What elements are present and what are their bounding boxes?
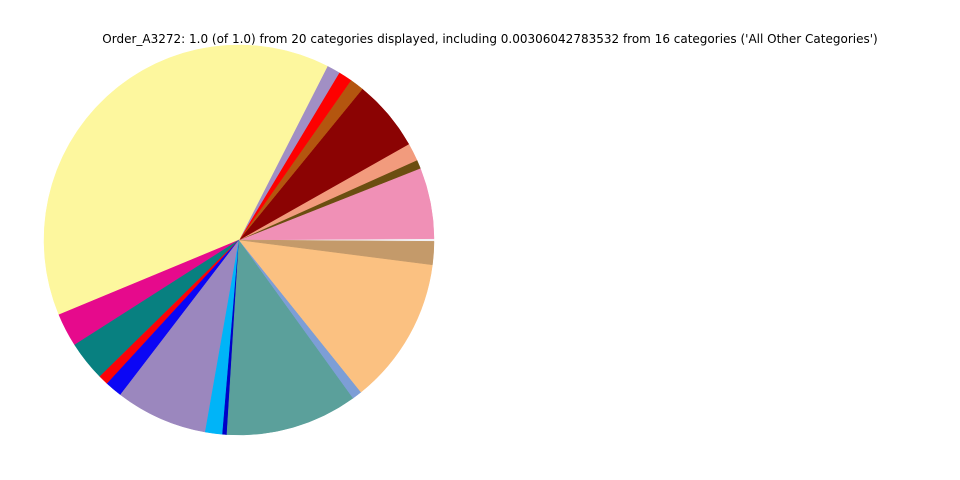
chart-title: Order_A3272: 1.0 (of 1.0) from 20 catego… <box>102 32 878 46</box>
pie-slice-purple <box>120 239 240 433</box>
pie-slice-yellow <box>43 44 328 316</box>
pie-slice-orange <box>238 239 433 393</box>
pie-slice-tan <box>238 239 435 266</box>
pie-slice-cadet-teal <box>226 239 354 436</box>
